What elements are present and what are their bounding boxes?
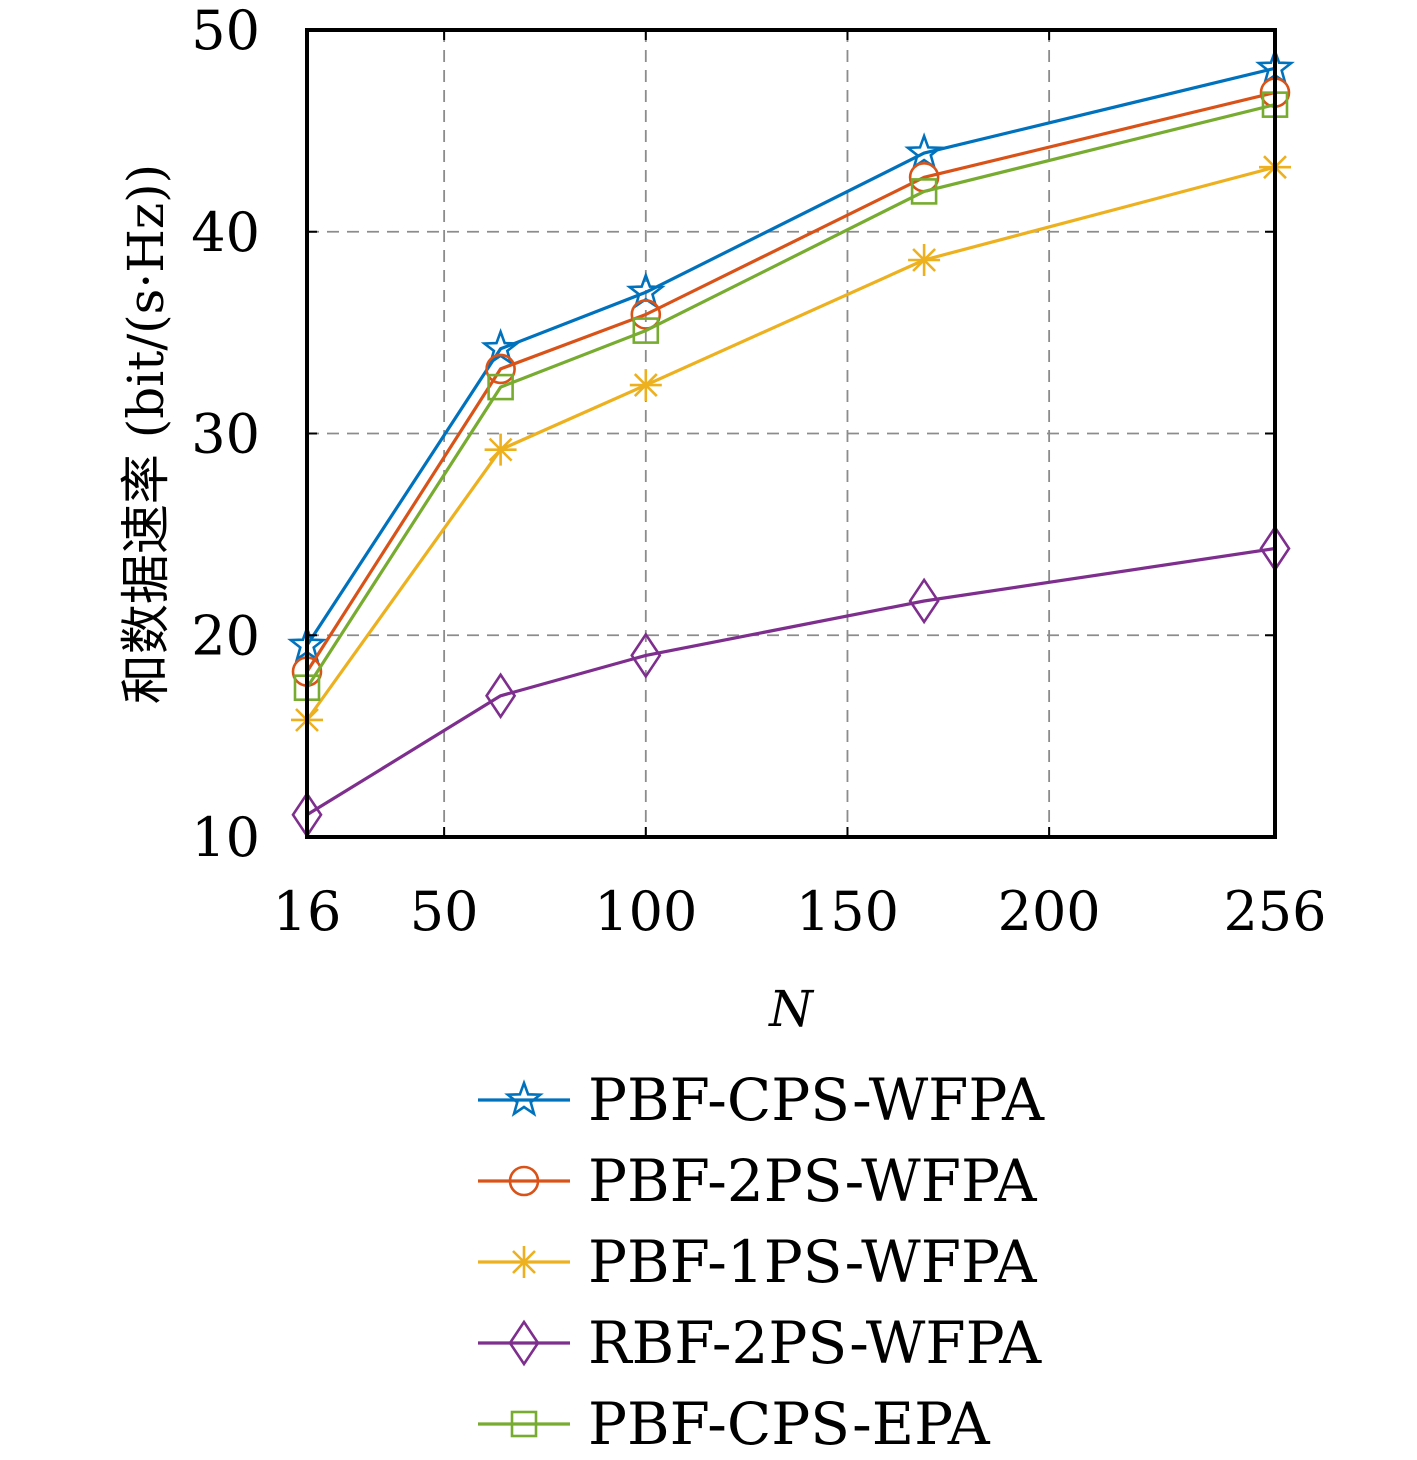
x-tick-label: 150: [796, 880, 899, 943]
ticks: 16 50 100 150 200 256 10 20 30 40 50: [191, 0, 1326, 943]
legend-label: PBF-1PS-WFPA: [588, 1228, 1038, 1296]
data-point: [908, 243, 941, 276]
x-tick-label: 16: [273, 880, 342, 943]
series-pbf-2ps-wfpa: [291, 77, 1291, 687]
data-point: [487, 373, 514, 401]
legend-marker: [508, 1165, 540, 1197]
y-tick-label: 40: [191, 201, 260, 264]
x-tick-label: 100: [594, 880, 697, 943]
legend-label: PBF-2PS-WFPA: [588, 1147, 1038, 1215]
data-point: [910, 178, 938, 205]
legend-item: PBF-2PS-WFPA: [478, 1147, 1038, 1215]
legend-marker: [504, 1079, 544, 1117]
legend: PBF-CPS-WFPA PBF-2PS-WFPA PBF-1PS-WFPA RBF-…: [478, 1066, 1045, 1458]
data-point: [485, 353, 516, 385]
y-axis-title-group: 和数据速率 (bit/(s·Hz)): [117, 164, 175, 704]
series-line: [306, 546, 1276, 817]
legend-item: PBF-CPS-EPA: [478, 1390, 991, 1458]
series-pbf-1ps-wfpa: [291, 151, 1291, 736]
series-line: [305, 90, 1276, 673]
grid: [307, 30, 1275, 837]
data-point: [904, 132, 944, 170]
legend-marker: [508, 1246, 540, 1278]
legend-label: PBF-CPS-EPA: [588, 1390, 991, 1458]
y-axis-title: 和数据速率 (bit/(s·Hz)): [117, 164, 175, 704]
legend-marker: [510, 1410, 538, 1438]
data-point: [630, 299, 662, 330]
legend-item: RBF-2PS-WFPA: [478, 1309, 1042, 1377]
y-tick-label: 30: [191, 403, 260, 466]
series-pbf-cps-epa: [293, 91, 1289, 702]
y-tick-label: 50: [191, 0, 260, 62]
y-tick-label: 10: [191, 806, 260, 869]
data-point: [908, 577, 940, 625]
legend-item: PBF-CPS-WFPA: [478, 1066, 1045, 1134]
data-point: [630, 632, 662, 679]
x-tick-label: 200: [998, 880, 1101, 943]
x-axis-title: N: [768, 980, 815, 1038]
x-tick-label: 50: [410, 880, 479, 943]
series-line: [305, 103, 1276, 689]
data-point: [484, 433, 517, 466]
series-group: [287, 47, 1295, 839]
x-tick-label: 256: [1223, 880, 1326, 943]
legend-label: PBF-CPS-WFPA: [588, 1066, 1045, 1134]
data-point: [629, 369, 662, 402]
data-point: [485, 672, 517, 720]
legend-label: RBF-2PS-WFPA: [588, 1309, 1042, 1377]
series-rbf-2ps-wfpa: [291, 525, 1291, 839]
data-point: [632, 317, 660, 344]
series-line: [305, 66, 1276, 647]
y-tick-label: 20: [191, 604, 260, 667]
legend-item: PBF-1PS-WFPA: [478, 1228, 1038, 1296]
legend-marker: [508, 1319, 540, 1367]
